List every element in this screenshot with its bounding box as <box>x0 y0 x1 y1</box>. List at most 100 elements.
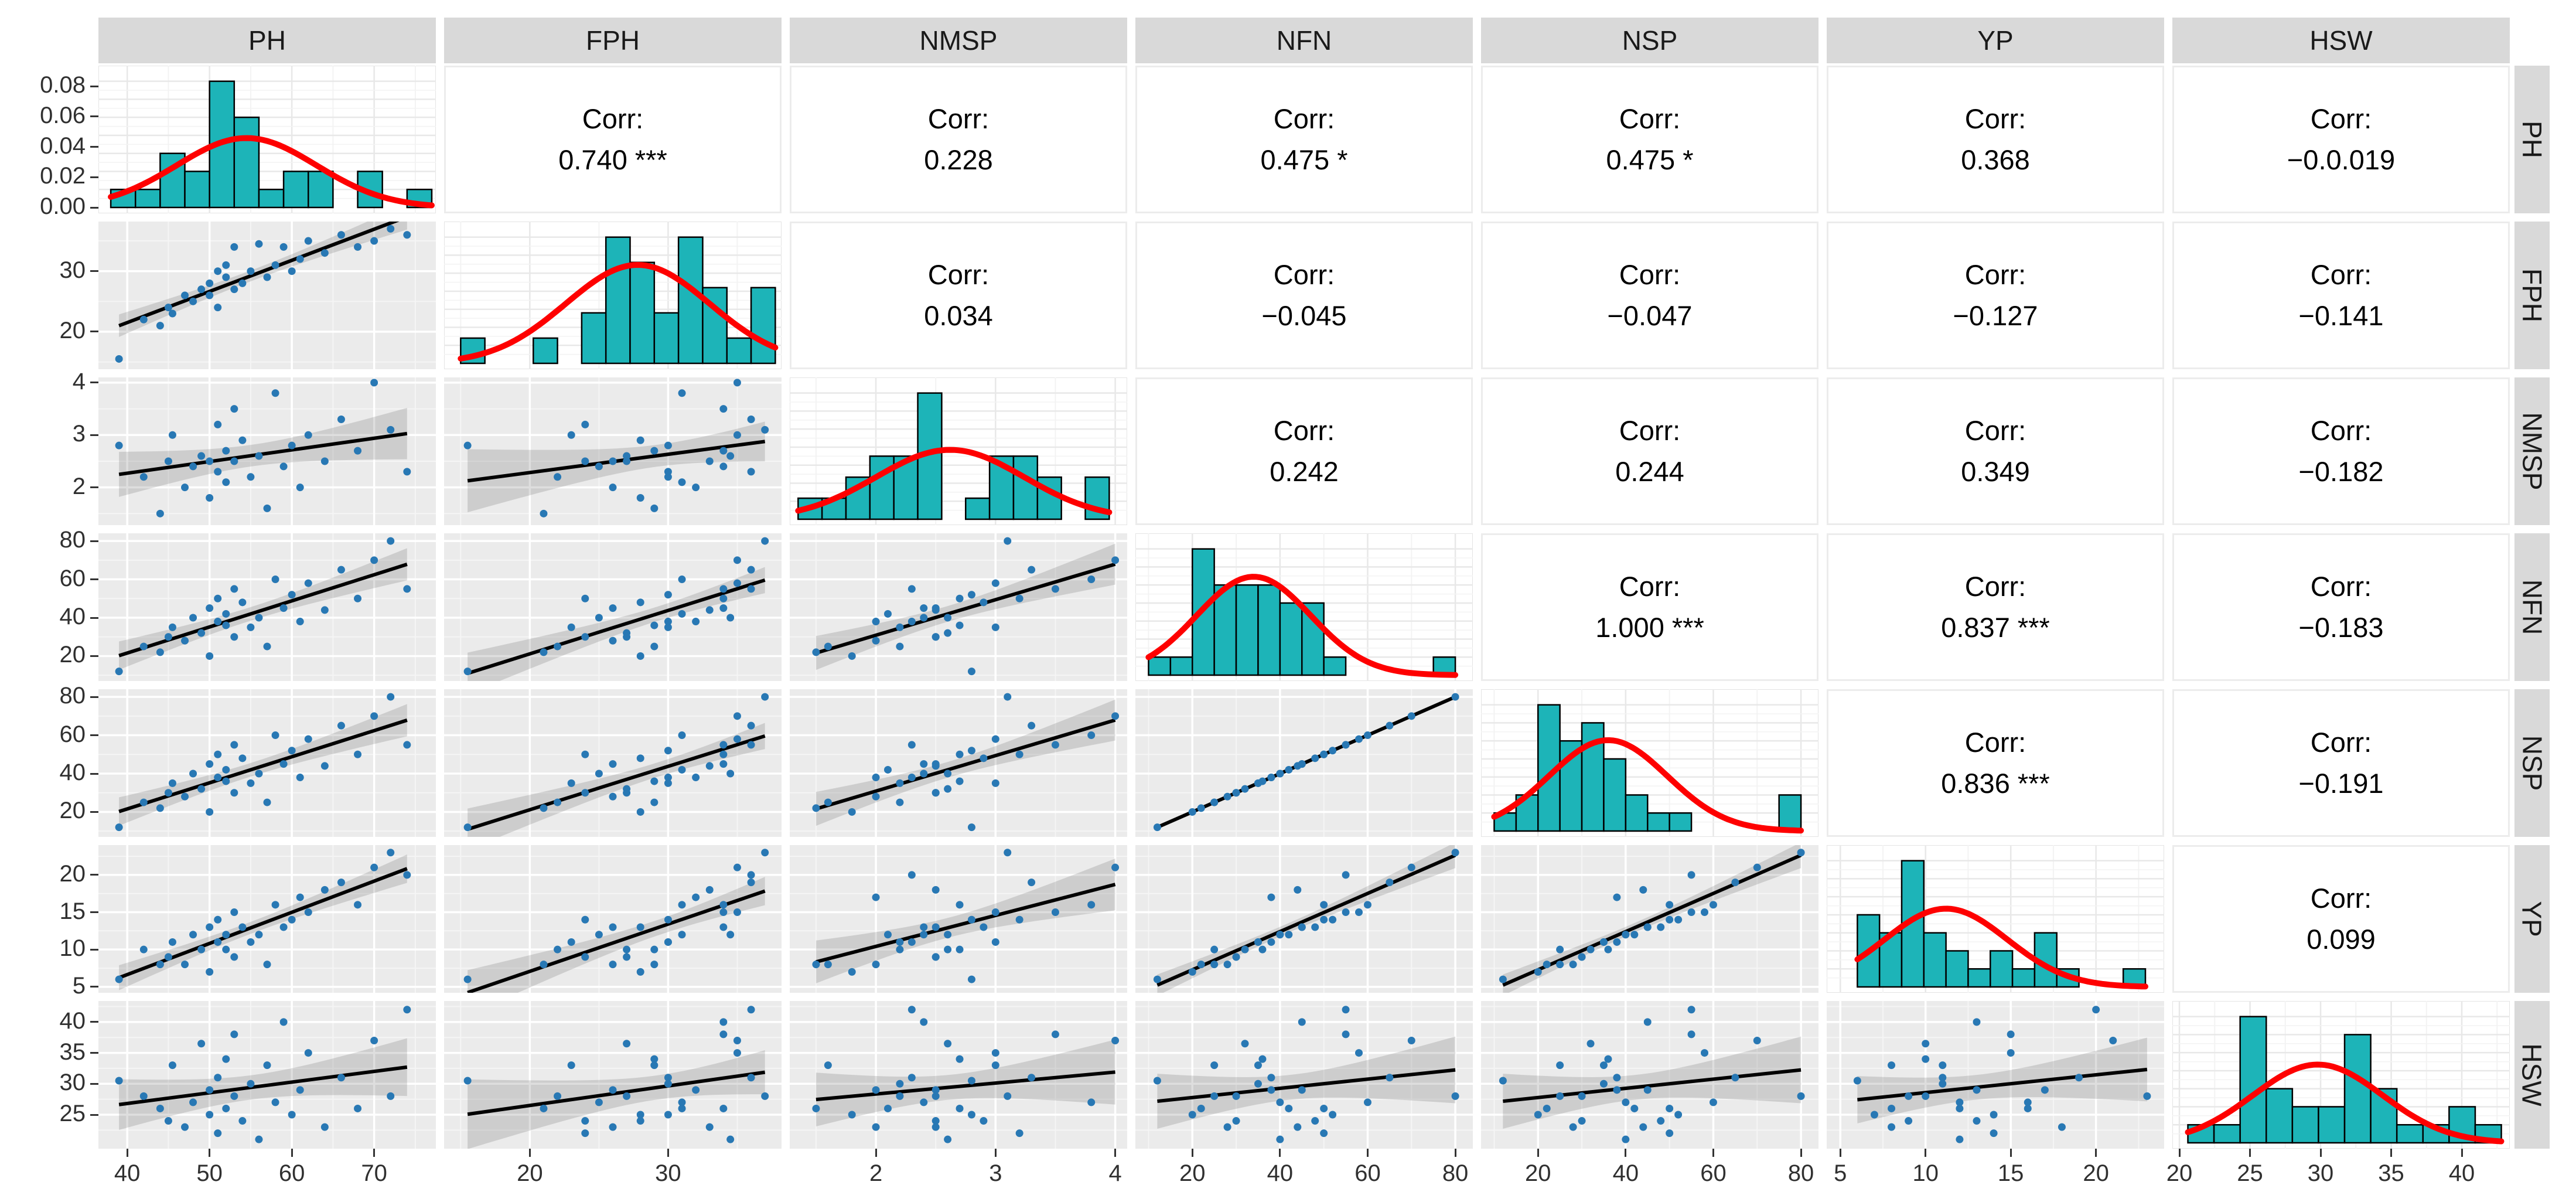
regression-line <box>1157 1068 1456 1104</box>
scatter-panel-FPH-vs-PH <box>98 222 436 369</box>
scatter-points <box>115 379 411 517</box>
corr-value: 0.740 *** <box>558 144 667 175</box>
row-strip-YP: YP <box>2514 845 2550 993</box>
corr-panel-NFN-NSP: Corr: 1.000 *** <box>1481 533 1818 681</box>
axis-tick-mark <box>2249 1149 2251 1157</box>
x-tick-label-NSP: 40 <box>1612 1160 1639 1186</box>
axis-tick-mark <box>90 206 98 209</box>
y-tick-label-density: 0.06 <box>40 102 86 128</box>
corr-panel-PH-YP: Corr: 0.368 <box>1827 66 2164 213</box>
x-tick-label-NMSP: 4 <box>1108 1160 1122 1186</box>
x-tick-label-FPH: 20 <box>517 1160 543 1186</box>
x-tick-label-PH: 40 <box>114 1160 141 1186</box>
corr-label: Corr: <box>1619 258 1681 290</box>
histogram-bars-FPH <box>460 236 776 365</box>
scatter-points <box>115 224 411 363</box>
axis-tick-mark <box>90 986 98 988</box>
x-tick-label-NFN: 20 <box>1179 1160 1206 1186</box>
scatter-points <box>812 693 1120 832</box>
corr-value: 0.034 <box>924 300 993 331</box>
corr-label: Corr: <box>927 103 990 134</box>
axis-tick-mark <box>90 146 98 148</box>
corr-value: 1.000 *** <box>1595 612 1704 643</box>
histogram-panel-NSP <box>1481 689 1818 837</box>
axis-tick-mark <box>1114 1149 1117 1157</box>
histogram-panel-YP <box>1827 845 2164 993</box>
axis-tick-mark <box>90 382 98 384</box>
scatter-panel-NMSP-vs-PH <box>98 377 436 525</box>
corr-label: Corr: <box>1619 103 1681 134</box>
scatter-panel-NSP-vs-NMSP <box>790 689 1127 837</box>
scatter-points <box>812 537 1120 676</box>
corr-panel-NMSP-HSW: Corr: −0.182 <box>2172 377 2510 525</box>
corr-panel-NFN-HSW: Corr: −0.183 <box>2172 533 2510 681</box>
axis-tick-mark <box>90 811 98 813</box>
row-strip-label-NFN: NFN <box>2517 579 2548 635</box>
y-tick-label-YP: 10 <box>59 935 86 962</box>
scatter-points <box>463 693 769 832</box>
regression-line <box>816 883 1116 964</box>
corr-value: 0.099 <box>2307 924 2376 955</box>
x-tick-label-HSW: 20 <box>2166 1160 2193 1186</box>
scatter-points <box>115 537 411 676</box>
corr-panel-PH-NMSP: Corr: 0.228 <box>790 66 1127 213</box>
axis-tick-mark <box>2461 1149 2463 1157</box>
y-tick-label-YP: 5 <box>72 972 86 999</box>
y-tick-label-NFN: 20 <box>59 642 86 668</box>
row-strip-NSP: NSP <box>2514 689 2550 837</box>
row-strip-label-FPH: FPH <box>2517 268 2547 322</box>
x-tick-label-NMSP: 3 <box>989 1160 1002 1186</box>
scatter-panel-YP-vs-NMSP <box>790 845 1127 993</box>
axis-tick-mark <box>994 1149 997 1157</box>
regression-line <box>816 1070 1115 1102</box>
axis-tick-mark <box>90 734 98 737</box>
corr-panel-PH-HSW: Corr: −0.0.019 <box>2172 66 2510 213</box>
corr-label: Corr: <box>2310 414 2372 446</box>
corr-label: Corr: <box>1273 103 1335 134</box>
scatter-points <box>115 693 411 832</box>
y-tick-label-YP: 20 <box>59 860 86 887</box>
scatter-panel-NFN-vs-PH <box>98 533 436 681</box>
regression-line <box>118 1065 408 1106</box>
axis-tick-mark <box>90 578 98 581</box>
row-strip-label-NSP: NSP <box>2517 735 2547 791</box>
y-tick-label-NSP: 80 <box>59 683 86 709</box>
scatter-points <box>812 1006 1120 1143</box>
regression-line <box>1156 853 1456 987</box>
column-strip-YP: YP <box>1827 18 2164 63</box>
x-tick-label-HSW: 25 <box>2237 1160 2263 1186</box>
axis-tick-mark <box>90 1082 98 1085</box>
scatter-panel-HSW-vs-NSP <box>1481 1001 1818 1149</box>
scatter-points <box>463 537 769 676</box>
corr-panel-NFN-YP: Corr: 0.837 *** <box>1827 533 2164 681</box>
corr-label: Corr: <box>927 258 990 290</box>
scatter-panel-YP-vs-NFN <box>1135 845 1473 993</box>
axis-tick-mark <box>291 1149 293 1157</box>
axis-tick-mark <box>1537 1149 1539 1157</box>
x-tick-label-NMSP: 2 <box>869 1160 883 1186</box>
axis-tick-mark <box>1625 1149 1627 1157</box>
confidence-ribbon <box>119 222 407 337</box>
regression-line <box>467 578 766 675</box>
axis-tick-mark <box>1279 1149 1281 1157</box>
row-strip-HSW: HSW <box>2514 1001 2550 1149</box>
scatter-points <box>1853 1006 2151 1143</box>
scatter-panel-YP-vs-NSP <box>1481 845 1818 993</box>
regression-line <box>1502 853 1802 987</box>
scatter-points <box>115 1006 411 1143</box>
corr-label: Corr: <box>1964 726 2026 758</box>
axis-tick-mark <box>90 540 98 542</box>
histogram-bars-NSP <box>1493 704 1802 832</box>
corr-label: Corr: <box>1964 570 2026 602</box>
scatter-panel-NMSP-vs-FPH <box>444 377 782 525</box>
column-strip-NSP: NSP <box>1481 18 1818 63</box>
y-tick-label-HSW: 40 <box>59 1007 86 1034</box>
x-tick-label-NSP: 80 <box>1787 1160 1814 1186</box>
axis-tick-mark <box>90 911 98 914</box>
corr-panel-NSP-HSW: Corr: −0.191 <box>2172 689 2510 837</box>
row-strip-label-PH: PH <box>2517 121 2547 158</box>
y-tick-label-HSW: 25 <box>59 1101 86 1126</box>
corr-value: −0.127 <box>1953 300 2038 331</box>
axis-tick-mark <box>90 1114 98 1116</box>
